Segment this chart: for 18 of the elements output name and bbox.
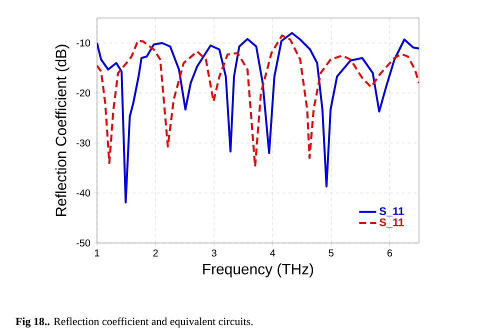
x-axis-title: Frequency (THz) (203, 263, 314, 278)
y-tick-label: -30 (76, 139, 90, 147)
x-tick-label: 1 (94, 250, 100, 256)
line-series (97, 34, 420, 168)
text: Fig 18.. Reflection coefficient and equivalent circuits. (16, 317, 253, 328)
x-tick-label: 6 (387, 250, 392, 257)
y-tick-label: -10 (76, 39, 90, 47)
y-axis-title: Reflection Coefficient (dB) (55, 44, 70, 216)
x-tick-label: 4 (270, 250, 276, 256)
y-tick-label: -50 (76, 239, 90, 247)
line-series (97, 32, 420, 204)
x-tick-label: 2 (153, 250, 158, 256)
x-tick-label: 5 (328, 250, 334, 256)
y-tick-label: -20 (76, 89, 90, 97)
y-tick-label: -40 (76, 189, 90, 197)
x-tick-label: 3 (212, 250, 216, 257)
legend-label: S_11 (379, 207, 404, 216)
legend-label: S_11 (379, 218, 404, 228)
